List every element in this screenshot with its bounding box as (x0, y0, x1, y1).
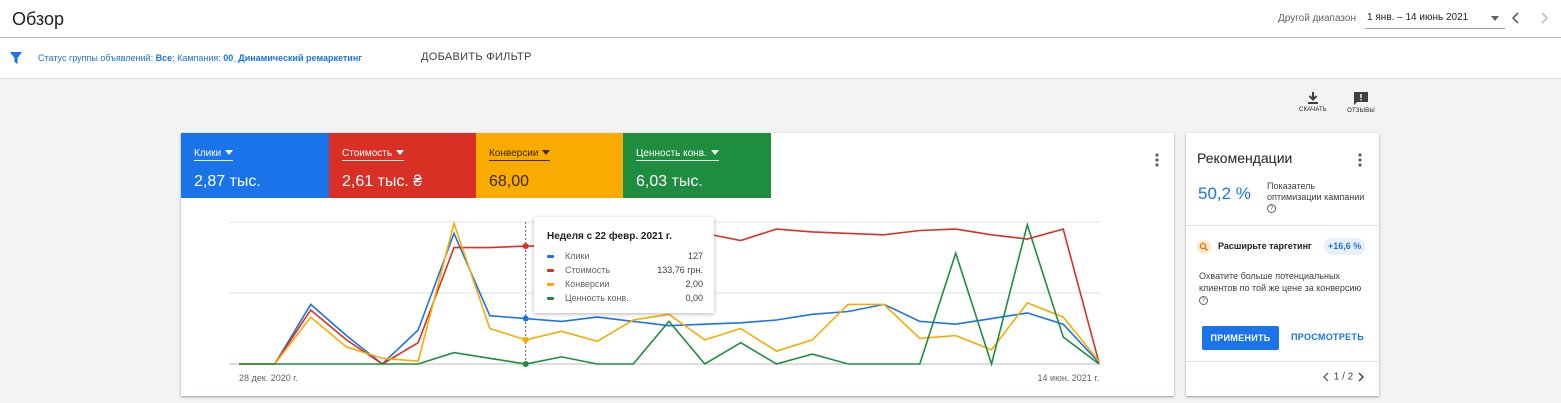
metric-conversions-value: 68,00 (489, 173, 530, 190)
recommendation-label: Расширьте таргетинг (1218, 241, 1312, 251)
series-swatch (547, 297, 554, 300)
series-swatch (547, 269, 554, 272)
tooltip-row-value: 2,00 (685, 279, 703, 289)
add-filter-button[interactable]: ДОБАВИТЬ ФИЛЬТР (421, 51, 532, 63)
tooltip-row-value: 0,00 (685, 293, 703, 303)
filter-icon[interactable] (9, 51, 23, 65)
chevron-down-icon (396, 150, 405, 155)
tooltip-row-name: Клики (565, 251, 590, 261)
series-line-2 (239, 220, 1100, 365)
filter-status-prefix: Статус группы объявлений: (38, 53, 156, 63)
recommendations-title: Рекомендации (1197, 150, 1293, 166)
metric-cost[interactable]: Стоимость 2,61 тыс. ₴ (329, 133, 477, 198)
tooltip-row-value: 133,76 грн. (657, 265, 703, 275)
metric-conversion-value-label[interactable]: Ценность конв. (636, 148, 719, 161)
tooltip-row-value: 127 (687, 251, 703, 261)
metric-cost-value: 2,61 тыс. ₴ (342, 173, 423, 190)
metric-clicks-value: 2,87 тыс. (194, 173, 261, 190)
filter-status-value: Все (155, 53, 173, 63)
chevron-right-icon[interactable] (1536, 9, 1552, 27)
help-icon[interactable]: ? (1267, 204, 1276, 214)
tooltip-row-conversion-value: Ценность конв. 0,00 (547, 293, 703, 305)
feedback-icon (1354, 92, 1368, 105)
highlight-point-0 (522, 315, 529, 322)
chevron-left-icon[interactable] (1508, 9, 1524, 27)
top-bar: Обзор Другой диапазон 1 янв. – 14 июнь 2… (0, 0, 1561, 38)
x-axis-end-label: 14 июн. 2021 г. (1038, 373, 1099, 383)
optimization-score-label: Показатель оптимизации кампании ? (1267, 181, 1365, 214)
tooltip-row-clicks: Клики 127 (547, 251, 703, 263)
metric-conversion-value[interactable]: Ценность конв. 6,03 тыс. (623, 133, 771, 198)
chevron-left-icon[interactable] (1321, 371, 1331, 383)
metric-clicks[interactable]: Клики 2,87 тыс. (181, 133, 329, 198)
filter-campaign-value: 00_Динамический ремаркетинг (223, 53, 363, 63)
recommendations-pager: 1 / 2 (1321, 371, 1366, 383)
highlight-point-3 (522, 361, 529, 367)
more-vert-icon[interactable] (1151, 151, 1163, 169)
filter-bar: Статус группы объявлений: Все; Кампания:… (0, 38, 1561, 79)
metric-conversions-label[interactable]: Конверсии (489, 148, 551, 161)
download-button[interactable]: СКАЧАТЬ (1293, 91, 1333, 123)
download-label: СКАЧАТЬ (1299, 107, 1327, 113)
recommendation-description: Охватите больше потенциальных клиентов п… (1199, 271, 1362, 306)
more-vert-icon[interactable] (1354, 151, 1366, 169)
chevron-right-icon[interactable] (1356, 371, 1366, 383)
apply-button[interactable]: ПРИМЕНИТЬ (1202, 326, 1279, 350)
date-range-label: Другой диапазон (1278, 13, 1356, 24)
tooltip-title: Неделя с 22 февр. 2021 г. (547, 231, 672, 242)
performance-card: Клики 2,87 тыс. Стоимость 2,61 тыс. ₴ Ко… (181, 133, 1174, 396)
tooltip-row-cost: Стоимость 133,76 грн. (547, 265, 703, 277)
active-filter[interactable]: Статус группы объявлений: Все; Кампания:… (38, 53, 362, 63)
tooltip-row-conversions: Конверсии 2,00 (547, 279, 703, 291)
series-swatch (547, 255, 554, 258)
series-line-3 (239, 221, 1100, 367)
page-title: Обзор (12, 9, 64, 29)
series-swatch (547, 283, 554, 286)
metric-conversion-value-value: 6,03 тыс. (636, 173, 703, 190)
search-icon (1197, 240, 1211, 254)
date-range-select[interactable]: 1 янв. – 14 июнь 2021 (1365, 9, 1505, 29)
tooltip-row-name: Конверсии (565, 279, 610, 289)
date-range-value: 1 янв. – 14 июнь 2021 (1367, 12, 1469, 23)
highlight-point-1 (522, 243, 529, 250)
metric-cost-label[interactable]: Стоимость (342, 148, 405, 161)
metric-clicks-label[interactable]: Клики (194, 148, 234, 161)
divider (1186, 225, 1379, 226)
recommendations-card: Рекомендации 50,2 % Показатель оптимизац… (1186, 133, 1379, 396)
recommendation-uplift-badge: +16,6 % (1324, 238, 1366, 255)
pager-text: 1 / 2 (1333, 371, 1354, 383)
feedback-label: ОТЗЫВЫ (1347, 108, 1375, 114)
chevron-down-icon (542, 150, 551, 155)
tooltip-row-name: Стоимость (565, 265, 611, 275)
x-axis-start-label: 28 дек. 2020 г. (239, 373, 298, 383)
help-icon[interactable]: ? (1199, 296, 1208, 306)
chevron-down-icon (1491, 16, 1499, 21)
filter-campaign-prefix: ; Кампания: (172, 53, 224, 63)
tooltip-row-name: Ценность конв. (565, 293, 629, 303)
optimization-score: 50,2 % (1198, 184, 1251, 203)
view-button[interactable]: ПРОСМОТРЕТЬ (1291, 332, 1365, 342)
chart-tooltip: Неделя с 22 февр. 2021 г. Клики 127 Стои… (534, 217, 714, 313)
feedback-button[interactable]: ОТЗЫВЫ (1341, 91, 1381, 123)
highlight-point-2 (522, 336, 529, 343)
download-icon (1308, 92, 1318, 104)
chevron-down-icon (710, 150, 719, 155)
divider (1186, 361, 1379, 362)
metric-conversions[interactable]: Конверсии 68,00 (476, 133, 624, 198)
chevron-down-icon (225, 150, 234, 155)
